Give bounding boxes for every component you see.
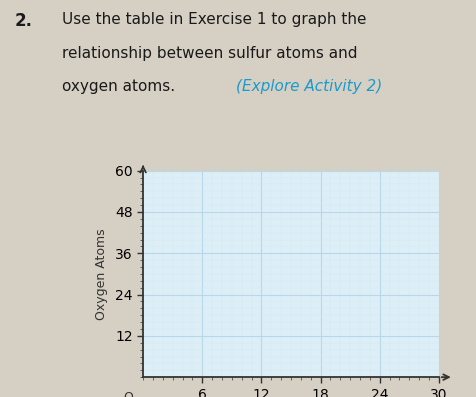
Text: Use the table in Exercise 1 to graph the: Use the table in Exercise 1 to graph the bbox=[62, 12, 366, 27]
Y-axis label: Oxygen Atoms: Oxygen Atoms bbox=[95, 228, 108, 320]
Text: relationship between sulfur atoms and: relationship between sulfur atoms and bbox=[62, 46, 357, 61]
Text: 2.: 2. bbox=[14, 12, 32, 30]
Text: oxygen atoms.: oxygen atoms. bbox=[62, 79, 175, 94]
Text: (Explore Activity 2): (Explore Activity 2) bbox=[236, 79, 382, 94]
Text: O: O bbox=[123, 391, 133, 397]
